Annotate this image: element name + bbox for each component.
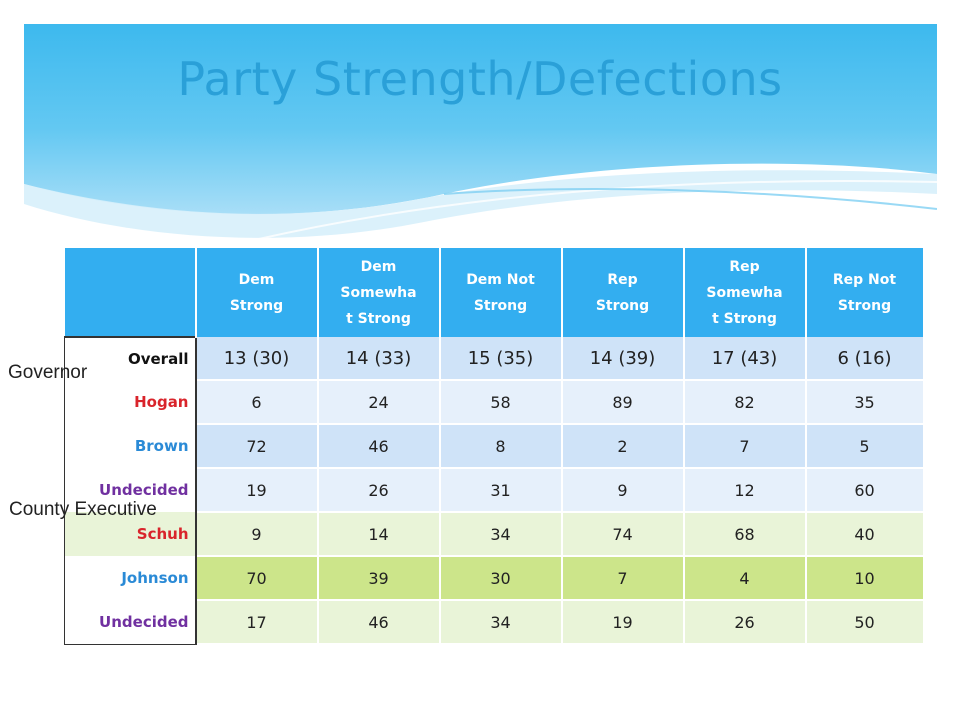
table-row: Brown 72 46 8 2 7 5 <box>64 424 923 469</box>
table-cell: 72 <box>195 424 319 469</box>
row-label-overall: Overall <box>64 336 197 380</box>
row-label-undecided: Undecided <box>64 468 197 512</box>
table-cell: 46 <box>317 424 441 469</box>
governor-label: Governor <box>8 362 88 383</box>
table-row: Johnson 70 39 30 7 4 10 <box>64 556 923 601</box>
table-cell: 70 <box>195 556 319 601</box>
row-label-hogan: Hogan <box>64 380 197 424</box>
table-cell: 26 <box>317 468 441 513</box>
table-cell: 31 <box>439 468 563 513</box>
slide-title: Party Strength/Defections <box>177 52 783 106</box>
table-row: Undecided 19 26 31 9 12 60 <box>64 468 923 513</box>
table-cell: 7 <box>683 424 807 469</box>
table-cell: 26 <box>683 600 807 645</box>
table-row: Schuh 9 14 34 74 68 40 <box>64 512 923 557</box>
table-cell: 2 <box>561 424 685 469</box>
table-cell: 15 (35) <box>439 337 563 381</box>
table-cell: 74 <box>561 512 685 557</box>
table-cell: 68 <box>683 512 807 557</box>
table-cell: 34 <box>439 600 563 645</box>
table-cell: 19 <box>195 468 319 513</box>
column-header: Rep Not Strong <box>805 248 923 337</box>
table-cell: 8 <box>439 424 563 469</box>
table-cell: 34 <box>439 512 563 557</box>
table-cell: 17 <box>195 600 319 645</box>
column-header: Dem Somewha t Strong <box>317 248 441 337</box>
table-cell: 82 <box>683 380 807 425</box>
table-header-row: Dem Strong Dem Somewha t Strong Dem Not Stro… <box>64 248 923 337</box>
table-cell: 7 <box>561 556 685 601</box>
table-cell: 10 <box>805 556 923 601</box>
table-cell: 60 <box>805 468 923 513</box>
column-header: Rep Somewha t Strong <box>683 248 807 337</box>
row-label-brown: Brown <box>64 424 197 468</box>
table-cell: 6 (16) <box>805 337 923 381</box>
table-cell: 89 <box>561 380 685 425</box>
table-cell: 4 <box>683 556 807 601</box>
table-row: Hogan 6 24 58 89 82 35 <box>64 380 923 425</box>
table-cell: 9 <box>561 468 685 513</box>
row-label-undecided: Undecided <box>64 600 197 645</box>
results-table: Dem Strong Dem Somewha t Strong Dem Not Stro… <box>64 248 923 645</box>
header-band <box>24 24 937 252</box>
table-cell: 40 <box>805 512 923 557</box>
header-corner-cell <box>64 248 197 337</box>
table-cell: 19 <box>561 600 685 645</box>
table-cell: 13 (30) <box>195 337 319 381</box>
table-cell: 14 (39) <box>561 337 685 381</box>
table-cell: 30 <box>439 556 563 601</box>
column-header: Dem Not Strong <box>439 248 563 337</box>
county-executive-label: County Executive <box>9 499 157 520</box>
column-header: Dem Strong <box>195 248 319 337</box>
table-cell: 24 <box>317 380 441 425</box>
table-cell: 6 <box>195 380 319 425</box>
table-cell: 5 <box>805 424 923 469</box>
table-cell: 9 <box>195 512 319 557</box>
table-cell: 14 (33) <box>317 337 441 381</box>
column-header: Rep Strong <box>561 248 685 337</box>
table-cell: 17 (43) <box>683 337 807 381</box>
table-cell: 39 <box>317 556 441 601</box>
table-cell: 58 <box>439 380 563 425</box>
table-cell: 12 <box>683 468 807 513</box>
table-cell: 35 <box>805 380 923 425</box>
table-row: Overall 13 (30) 14 (33) 15 (35) 14 (39) … <box>64 336 923 381</box>
table-cell: 14 <box>317 512 441 557</box>
table-row: Undecided 17 46 34 19 26 50 <box>64 600 923 645</box>
table-cell: 50 <box>805 600 923 645</box>
row-label-schuh: Schuh <box>64 512 197 556</box>
row-label-johnson: Johnson <box>64 556 197 600</box>
table-cell: 46 <box>317 600 441 645</box>
header-wave-graphic <box>24 24 937 252</box>
